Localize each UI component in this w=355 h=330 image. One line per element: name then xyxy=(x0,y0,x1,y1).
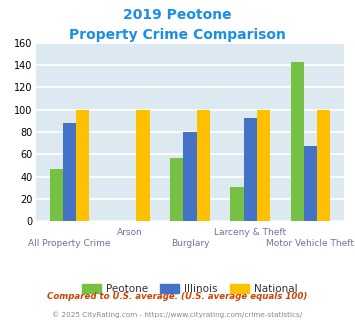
Bar xyxy=(290,62,304,221)
Text: Property Crime Comparison: Property Crime Comparison xyxy=(69,28,286,42)
Legend: Peotone, Illinois, National: Peotone, Illinois, National xyxy=(78,280,302,298)
Text: All Property Crime: All Property Crime xyxy=(28,239,111,248)
Bar xyxy=(304,147,317,221)
Bar xyxy=(170,158,183,221)
Bar xyxy=(244,117,257,221)
Text: Larceny & Theft: Larceny & Theft xyxy=(214,228,286,237)
Bar xyxy=(230,186,244,221)
Bar xyxy=(50,169,63,221)
Text: Motor Vehicle Theft: Motor Vehicle Theft xyxy=(267,239,354,248)
Bar xyxy=(197,110,210,221)
Text: Arson: Arson xyxy=(117,228,143,237)
Bar xyxy=(63,123,76,221)
Text: Burglary: Burglary xyxy=(171,239,209,248)
Bar xyxy=(183,132,197,221)
Bar xyxy=(257,110,270,221)
Text: Compared to U.S. average. (U.S. average equals 100): Compared to U.S. average. (U.S. average … xyxy=(47,292,308,301)
Bar xyxy=(76,110,89,221)
Bar xyxy=(317,110,330,221)
Bar xyxy=(136,110,149,221)
Text: 2019 Peotone: 2019 Peotone xyxy=(123,8,232,22)
Text: © 2025 CityRating.com - https://www.cityrating.com/crime-statistics/: © 2025 CityRating.com - https://www.city… xyxy=(53,311,302,317)
